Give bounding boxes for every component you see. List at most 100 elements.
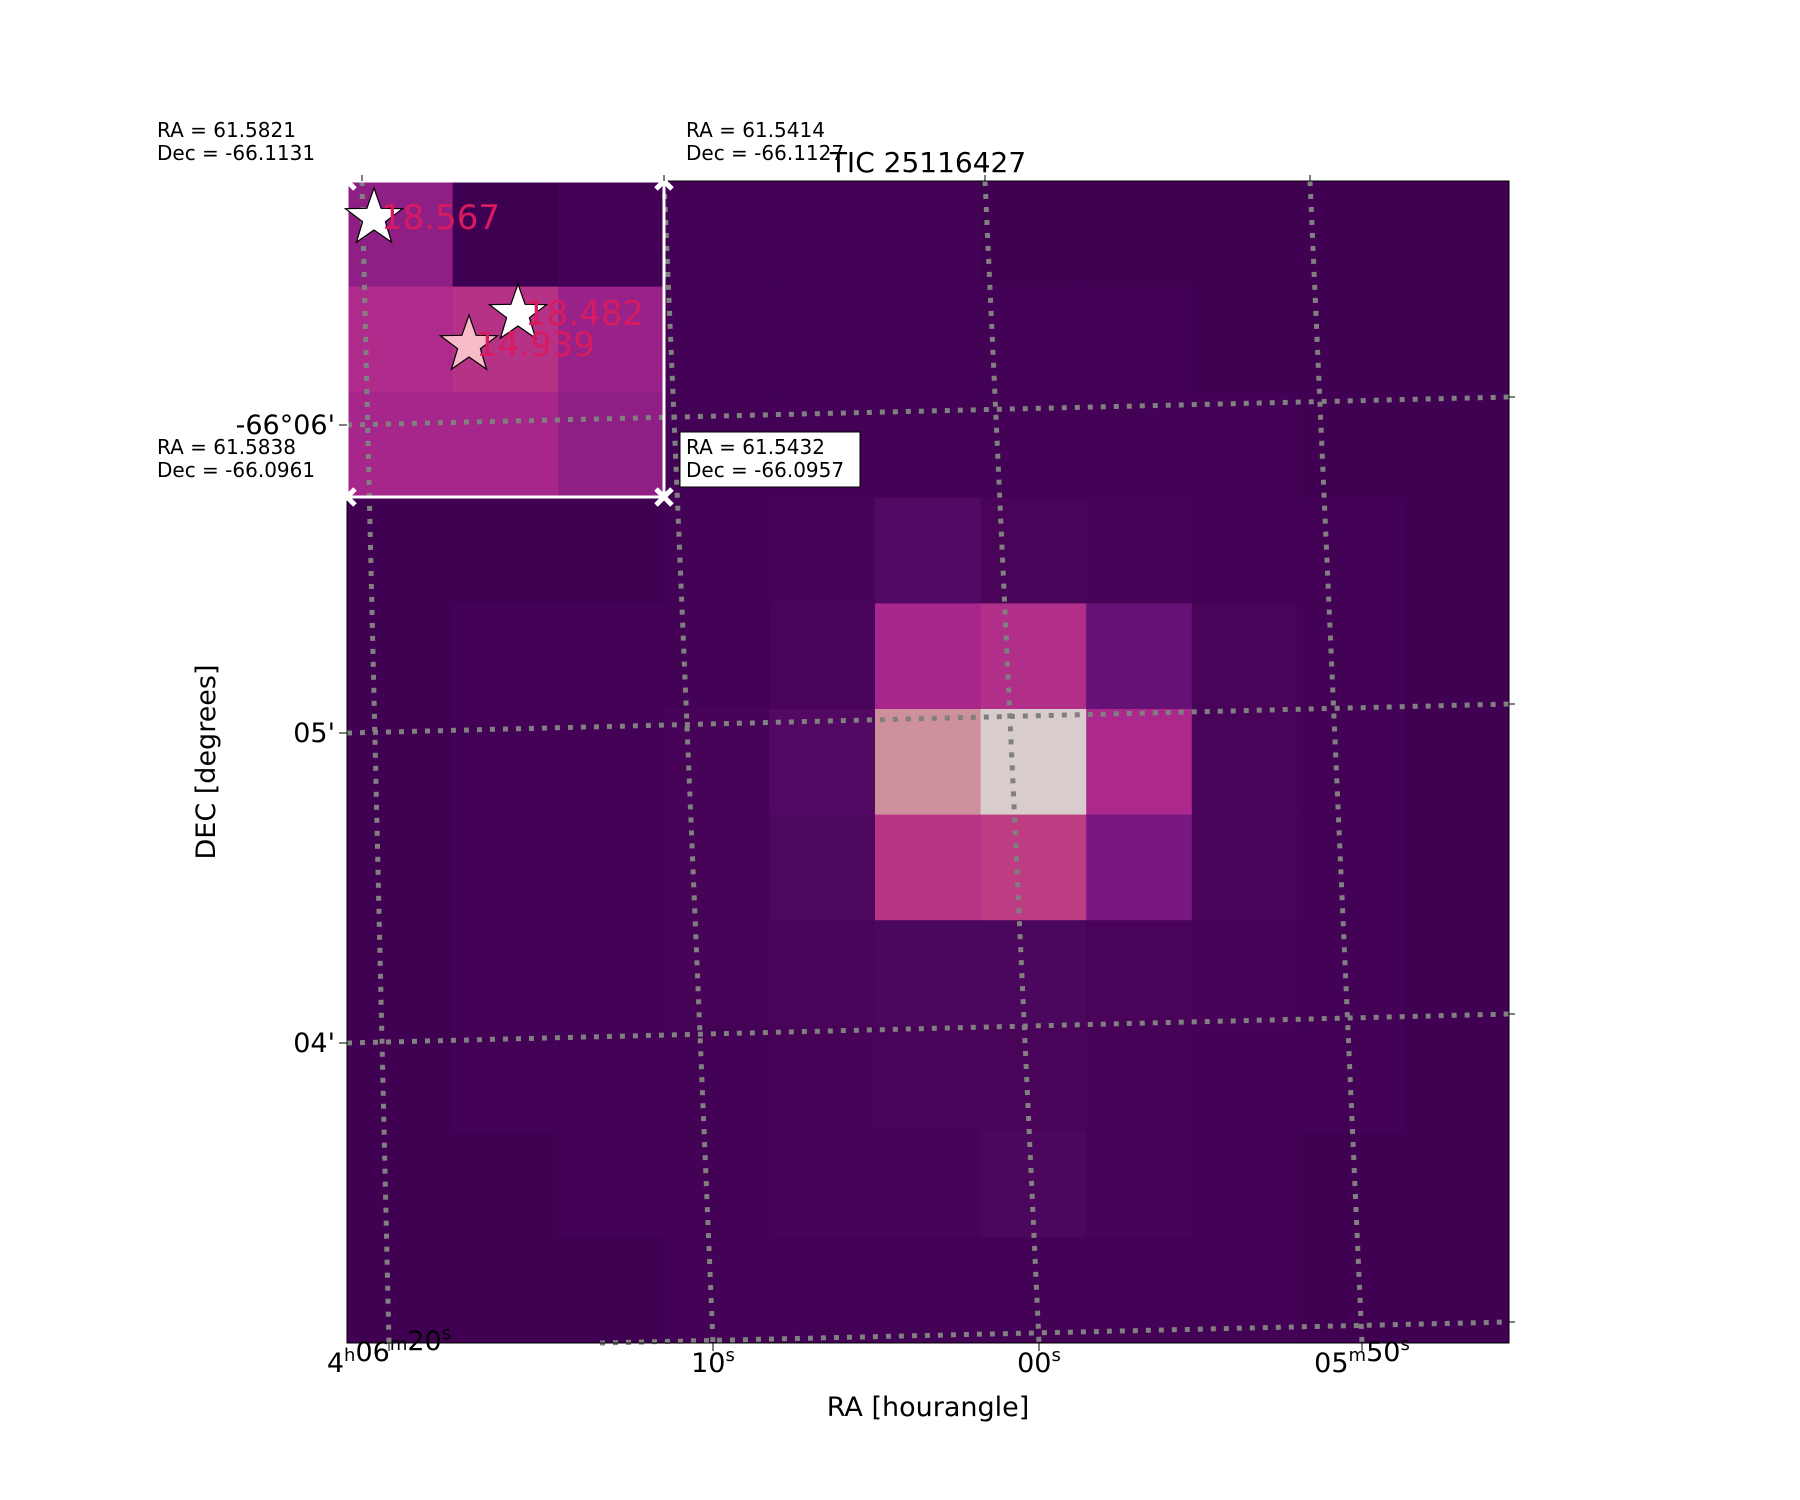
heatmap-cell — [663, 603, 770, 710]
heatmap-cell — [769, 1025, 876, 1132]
heatmap-cell — [558, 497, 665, 604]
heatmap-cell — [1191, 286, 1298, 393]
x-tick-label: 00s — [1017, 1345, 1061, 1379]
x-tick-label: 05m50s — [1314, 1334, 1410, 1379]
heatmap-cell — [663, 814, 770, 921]
heatmap-cell — [347, 814, 454, 921]
heatmap-cell — [663, 286, 770, 393]
heatmap-cell — [769, 497, 876, 604]
heatmap-cell — [452, 392, 559, 499]
x-tick-label: 4h06m20s — [327, 1323, 451, 1379]
heatmap-cell — [875, 1131, 982, 1238]
heatmap-cell — [1403, 920, 1510, 1027]
heatmap-cell — [1086, 709, 1193, 816]
heatmap-cell — [1403, 497, 1510, 604]
heatmap-cell — [769, 286, 876, 393]
heatmap-cell — [1297, 392, 1404, 499]
heatmap-cell — [1086, 1237, 1193, 1344]
heatmap-cell — [769, 1237, 876, 1344]
heatmap-cell — [769, 603, 876, 710]
heatmap-cell — [558, 392, 665, 499]
heatmap-cell — [769, 1131, 876, 1238]
heatmap-cell — [769, 814, 876, 921]
heatmap-cell — [1086, 1131, 1193, 1238]
heatmap-cell — [558, 286, 665, 393]
star-magnitude-label: 14.939 — [476, 325, 595, 365]
heatmap-cell — [1191, 1131, 1298, 1238]
corner-annotation: RA = 61.5821 Dec = -66.1131 — [157, 118, 315, 165]
plot-frame — [346, 180, 1510, 1344]
heatmap-cell — [875, 1237, 982, 1344]
heatmap-cell — [1403, 392, 1510, 499]
heatmap-cell — [1086, 286, 1193, 393]
heatmap-cell — [558, 1237, 665, 1344]
star-marker — [343, 186, 405, 244]
heatmap-cell — [980, 1237, 1087, 1344]
heatmap-cell — [980, 286, 1087, 393]
ticks: 4h06m20s 10s 00s 05m50s -66°06' 05' 04' — [236, 175, 1515, 1379]
heatmap-cell — [980, 814, 1087, 921]
heatmap-cell — [1086, 814, 1193, 921]
heatmap-cell — [663, 1131, 770, 1238]
heatmap-cell — [875, 1025, 982, 1132]
aperture-rectangle — [345, 179, 666, 499]
heatmap-cell — [1086, 181, 1193, 288]
heatmap-cell — [558, 181, 665, 288]
star-marker — [438, 313, 500, 371]
heatmap-cell — [875, 392, 982, 499]
heatmap-cell — [1297, 814, 1404, 921]
aperture-box: RA = 61.5821 Dec = -66.1131 RA = 61.5414 De… — [157, 118, 861, 507]
heatmap-cell — [1297, 603, 1404, 710]
heatmap-cell — [980, 1025, 1087, 1132]
heatmap-cell — [558, 920, 665, 1027]
heatmap-cell — [347, 392, 454, 499]
heatmap-cell — [875, 286, 982, 393]
heatmap-cell — [1191, 181, 1298, 288]
heatmap-cell — [663, 920, 770, 1027]
heatmap-cell — [663, 1237, 770, 1344]
heatmap-cell — [1403, 1025, 1510, 1132]
heatmap-cell — [1086, 920, 1193, 1027]
y-axis-label: DEC [degrees] — [191, 664, 222, 859]
heatmap-cell — [1403, 286, 1510, 393]
heatmap-cell — [875, 603, 982, 710]
heatmap-cell — [1297, 497, 1404, 604]
heatmap-cell — [452, 814, 559, 921]
heatmap-cell — [1191, 497, 1298, 604]
corner-annotation: RA = 61.5838 Dec = -66.0961 — [157, 435, 315, 482]
star-magnitude-label: 18.567 — [381, 198, 500, 238]
corner-marker — [337, 171, 357, 191]
heatmap-cell — [663, 181, 770, 288]
star-marker — [487, 282, 549, 340]
heatmap-cell — [558, 1131, 665, 1238]
heatmap-cell — [1191, 814, 1298, 921]
x-axis-label: RA [hourangle] — [827, 1392, 1030, 1423]
heatmap-cell — [875, 920, 982, 1027]
heatmap-cell — [558, 1025, 665, 1132]
heatmap-cell — [1086, 392, 1193, 499]
heatmap-cell — [452, 1237, 559, 1344]
heatmap-cell — [875, 497, 982, 604]
heatmap-cell — [875, 814, 982, 921]
heatmap-cell — [452, 497, 559, 604]
heatmap-cell — [1191, 392, 1298, 499]
heatmap-cell — [1403, 603, 1510, 710]
chart-title: TIC 25116427 — [829, 146, 1026, 179]
heatmap-cell — [347, 920, 454, 1027]
corner-marker — [654, 487, 674, 507]
star-magnitude-label: 18.482 — [525, 294, 644, 334]
corner-marker — [337, 487, 357, 507]
heatmap-cell — [1297, 1237, 1404, 1344]
heatmap-cell — [347, 1237, 454, 1344]
y-tick-label: 05' — [293, 718, 335, 749]
heatmap-cell — [980, 920, 1087, 1027]
heatmap-cell — [452, 1131, 559, 1238]
heatmap-cell — [1297, 920, 1404, 1027]
heatmap-cell — [1297, 181, 1404, 288]
heatmap-cell — [769, 920, 876, 1027]
heatmap-cell — [452, 709, 559, 816]
corner-annotation: RA = 61.5414 Dec = -66.1127 — [686, 118, 844, 165]
coordinate-grid — [346, 180, 1510, 1346]
x-tick-label: 10s — [691, 1345, 735, 1379]
